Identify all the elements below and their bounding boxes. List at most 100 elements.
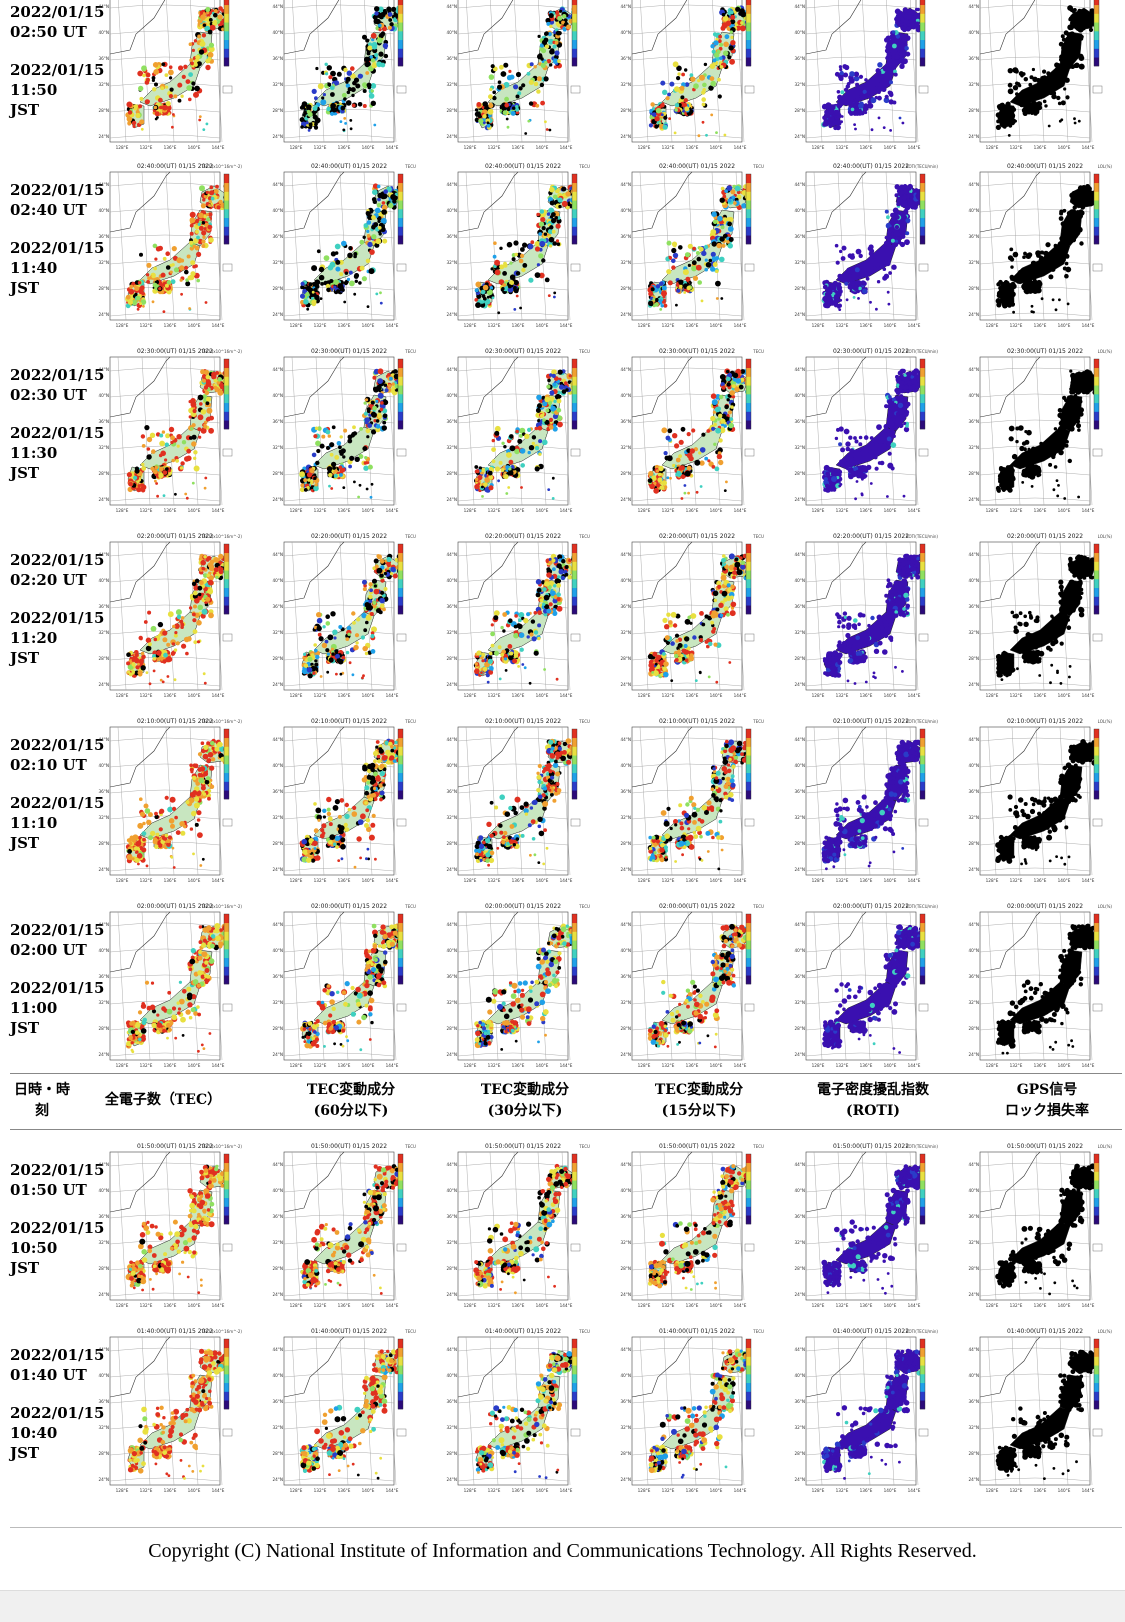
header-tec-30: TEC変動成分 (30分以下) — [446, 1080, 604, 1122]
lon-tick-label: 140°E — [362, 508, 375, 513]
lon-tick-label: 128°E — [638, 1488, 651, 1493]
lat-tick-label: 40°N — [794, 30, 805, 35]
lat-tick-label: 44°N — [794, 737, 805, 742]
lat-tick-label: 40°N — [794, 393, 805, 398]
lat-tick-label: 28°N — [446, 1266, 457, 1271]
nict-logo-mark — [919, 86, 928, 93]
lon-tick-label: 144°E — [734, 508, 747, 513]
lon-tick-label: 140°E — [536, 1488, 549, 1493]
map-title: 02:40:00(UT) 01/15 2022 — [833, 163, 909, 170]
lon-tick-label: 136°E — [686, 693, 699, 698]
lat-tick-label: 32°N — [968, 1240, 979, 1245]
lat-tick-label: 28°N — [620, 1266, 631, 1271]
map-tec-30[interactable]: 02:50:00(UT) 01/15 2022TECU44°N40°N36°N3… — [444, 0, 602, 160]
nict-logo-mark — [397, 86, 406, 93]
colorbar-unit-label: TECU — [404, 349, 416, 354]
map-gps-lol[interactable]: 02:50:00(UT) 01/15 2022LOL(%)44°N40°N36°… — [966, 0, 1124, 160]
lat-tick-label: 36°N — [620, 789, 631, 794]
nict-logo-mark — [1093, 634, 1102, 641]
header-tec-60-line2: (60分以下) — [272, 1101, 430, 1122]
lat-tick-label: 32°N — [272, 1425, 283, 1430]
colorbar-unit-label: TECU — [578, 534, 590, 539]
lon-tick-label: 140°E — [884, 145, 897, 150]
lon-tick-label: 132°E — [140, 693, 153, 698]
map-title: 02:00:00(UT) 01/15 2022 — [485, 903, 561, 910]
lat-tick-label: 24°N — [794, 1292, 805, 1297]
colorbar-unit-label: TECU — [752, 534, 764, 539]
colorbar-unit-label: TECU — [404, 1144, 416, 1149]
lat-tick-label: 24°N — [794, 497, 805, 502]
lat-tick-label: 32°N — [272, 630, 283, 635]
lat-tick-label: 28°N — [446, 1451, 457, 1456]
lat-tick-label: 28°N — [794, 1451, 805, 1456]
lat-tick-label: 32°N — [98, 82, 109, 87]
lat-tick-label: 44°N — [446, 552, 457, 557]
colorbar — [398, 359, 403, 429]
lon-tick-label: 136°E — [1034, 878, 1047, 883]
nict-logo-mark — [745, 819, 754, 826]
map-title: 01:50:00(UT) 01/15 2022 — [1007, 1143, 1083, 1150]
map-title: 02:10:00(UT) 01/15 2022 — [833, 718, 909, 725]
colorbar — [920, 0, 925, 66]
nict-logo-mark — [571, 449, 580, 456]
map-tec[interactable]: 02:50:00(UT) 01/15 2022TECU(x10^16m^-2)4… — [96, 0, 254, 160]
lat-tick-label: 24°N — [620, 497, 631, 502]
lon-tick-label: 136°E — [164, 145, 177, 150]
lat-tick-label: 32°N — [446, 82, 457, 87]
map-roti[interactable]: 02:50:00(UT) 01/15 2022ROTI(TECU/min)44°… — [792, 0, 950, 160]
lon-tick-label: 140°E — [1058, 508, 1071, 513]
map-panel-svg: 02:50:00(UT) 01/15 2022TECU44°N40°N36°N3… — [270, 0, 428, 160]
colorbar — [398, 1154, 403, 1224]
map-tec-60[interactable]: 02:50:00(UT) 01/15 2022TECU44°N40°N36°N3… — [270, 0, 428, 160]
lon-tick-label: 140°E — [188, 693, 201, 698]
colorbar-unit-label: TECU(x10^16m^-2) — [200, 349, 242, 354]
lon-tick-label: 128°E — [290, 693, 303, 698]
map-tec-15[interactable]: 02:50:00(UT) 01/15 2022TECU44°N40°N36°N3… — [618, 0, 776, 160]
lat-tick-label: 28°N — [620, 1451, 631, 1456]
colorbar — [224, 1339, 229, 1409]
